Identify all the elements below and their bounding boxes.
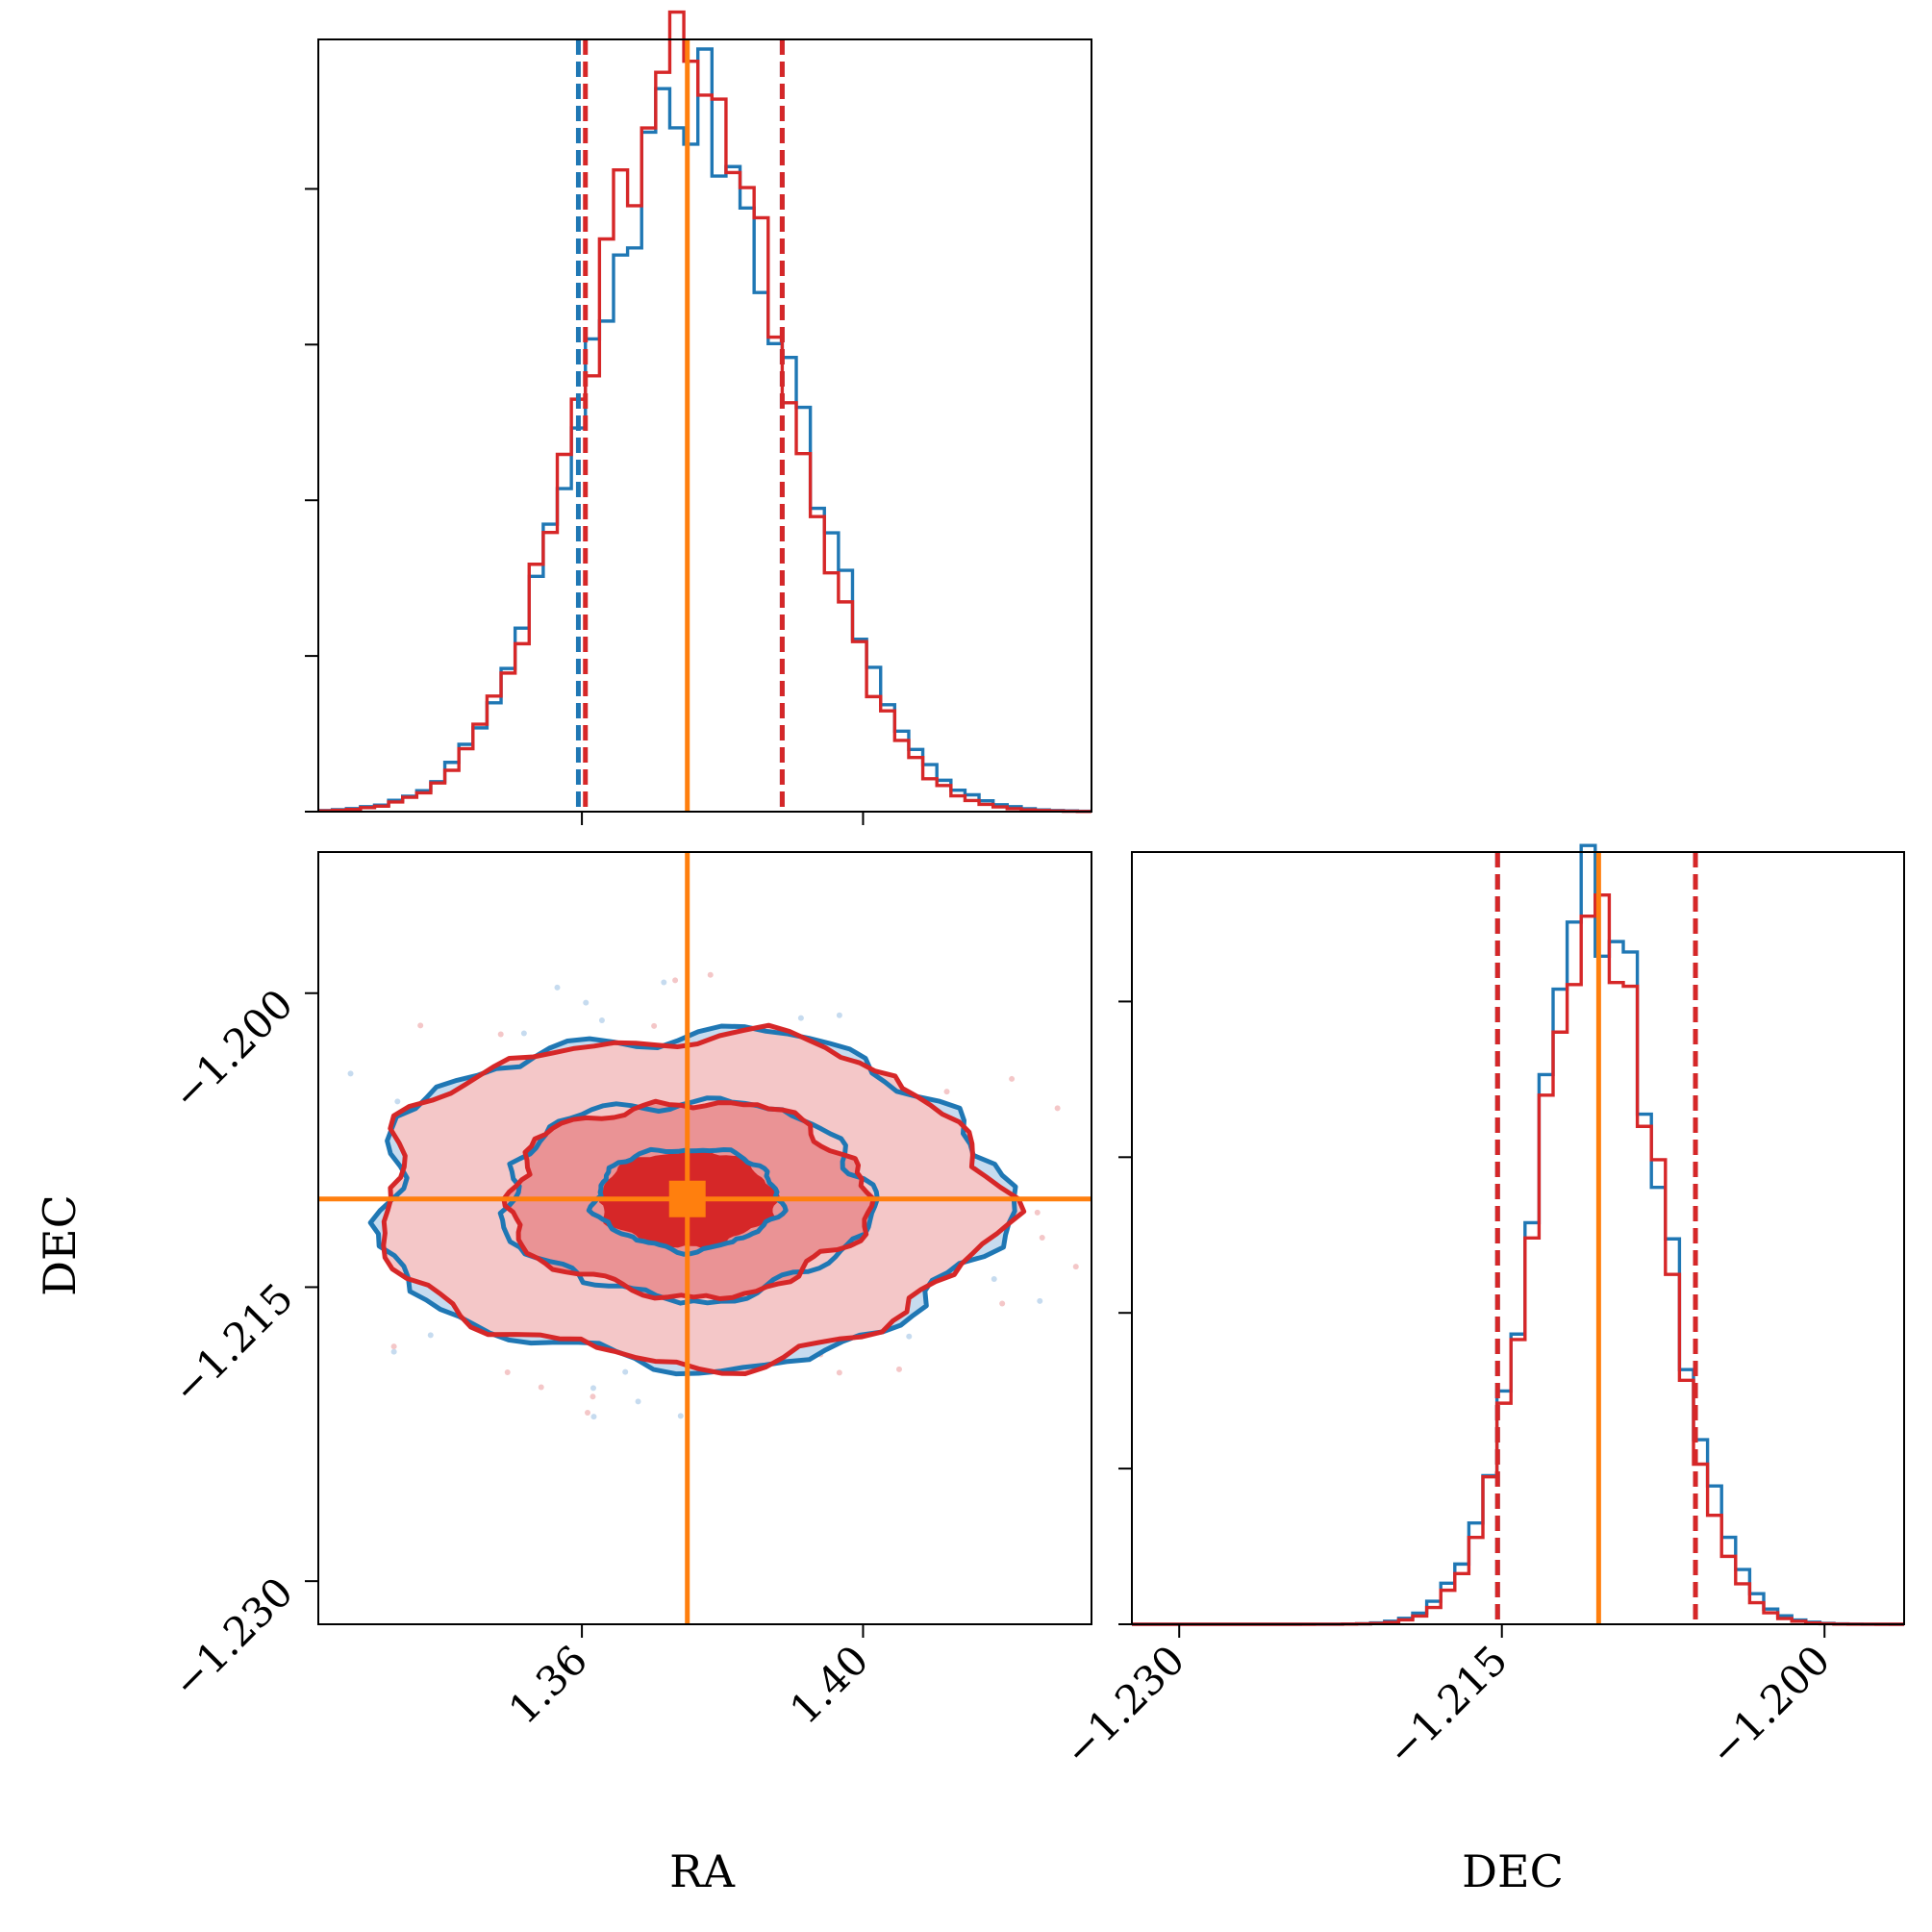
outlier-point (590, 1385, 596, 1392)
dec-hist-red (1132, 892, 1904, 1626)
scatter-ytick-label: −1.215 (163, 1274, 303, 1414)
ra-hist-frame (317, 38, 1092, 813)
outlier-point (661, 979, 667, 986)
scatter-xtick-label: 1.36 (499, 1636, 596, 1733)
outlier-point (347, 1070, 354, 1077)
outlier-point (635, 1398, 641, 1405)
plot-lines (318, 10, 1904, 1626)
dec-hist-xtick-label: −1.215 (1377, 1636, 1517, 1775)
dec-hist-blue (1132, 843, 1904, 1626)
outlier-point (504, 1368, 511, 1375)
outlier-point (622, 1368, 629, 1375)
outlier-point (497, 1031, 504, 1038)
outlier-point (598, 1016, 605, 1023)
outlier-point (1039, 1235, 1045, 1242)
outlier-point (906, 1333, 913, 1340)
outlier-point (417, 1022, 424, 1029)
outlier-point (677, 1413, 684, 1419)
outlier-point (390, 1348, 397, 1355)
outlier-point (672, 977, 679, 984)
outlier-point (1037, 1297, 1043, 1304)
outlier-point (707, 971, 714, 978)
ra-axis-label: RA (669, 1845, 736, 1897)
outlier-point (943, 1089, 950, 1095)
outlier-point (836, 1012, 842, 1018)
axes-frames (305, 38, 1905, 1638)
scatter-xtick-label: 1.40 (781, 1636, 878, 1733)
scatter-ytick-label: −1.200 (163, 980, 303, 1119)
ra-hist-red (318, 10, 1091, 814)
outlier-point (394, 1098, 401, 1105)
outlier-point (1034, 1209, 1041, 1216)
dec-axis-label-left: DEC (34, 1194, 86, 1296)
tick-labels: 1.36 1.40 −1.230 −1.215 −1.200 −1.200 −1.215 −1… (163, 980, 1840, 1775)
outlier-point (651, 1022, 658, 1029)
outlier-point (1054, 1105, 1061, 1112)
outlier-point (554, 984, 561, 991)
outlier-point (590, 1414, 597, 1420)
outlier-point (585, 1410, 591, 1417)
outlier-point (520, 1030, 527, 1037)
truth-marker (668, 1180, 706, 1217)
outlier-point (583, 999, 590, 1006)
outlier-point (427, 1332, 434, 1339)
outlier-point (836, 1369, 842, 1376)
dec-hist-xtick-label: −1.200 (1700, 1636, 1840, 1775)
outlier-point (538, 1384, 544, 1391)
outlier-point (797, 1015, 804, 1021)
scatter-ytick-label: −1.230 (163, 1568, 303, 1708)
dec-hist-frame (1131, 851, 1905, 1625)
outlier-point (1009, 1075, 1016, 1082)
outlier-point (1072, 1264, 1079, 1270)
outlier-point (896, 1366, 903, 1372)
outlier-point (390, 1343, 397, 1350)
outlier-point (991, 1276, 997, 1283)
dec-hist-xtick-label: −1.230 (1055, 1636, 1194, 1775)
scatter-frame (317, 851, 1092, 1625)
outlier-point (999, 1300, 1006, 1307)
dec-axis-label-bottom: DEC (1462, 1845, 1564, 1897)
outlier-point (590, 1393, 596, 1400)
ra-hist-blue (318, 47, 1091, 814)
